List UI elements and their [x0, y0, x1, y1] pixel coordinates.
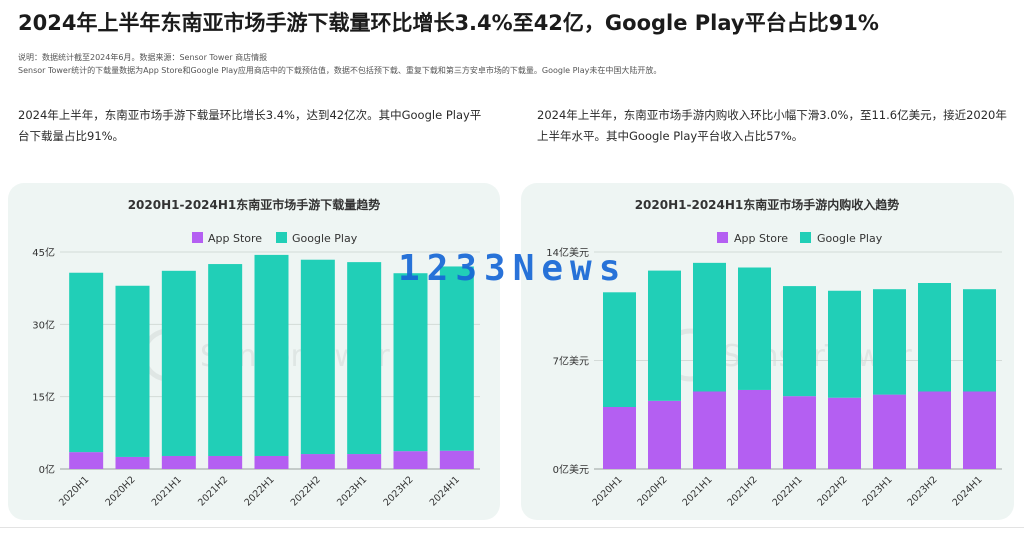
bar-app-store [963, 391, 996, 469]
legend-swatch-app-store [717, 232, 728, 243]
y-tick-label: 45亿 [32, 246, 55, 259]
legend-label-google-play: Google Play [292, 232, 358, 245]
x-tick-label: 2023H1 [335, 474, 369, 508]
downloads-chart-card: SensorTower 2020H1-2024H1东南亚市场手游下载量趋势 Ap… [8, 183, 500, 520]
revenue-chart-card: SensorTower 2020H1-2024H1东南亚市场手游内购收入趋势 A… [521, 183, 1014, 520]
bar-app-store [828, 397, 861, 469]
bar-app-store [393, 451, 428, 469]
revenue-summary-text: 2024年上半年，东南亚市场手游内购收入环比小幅下滑3.0%，至11.6亿美元，… [537, 108, 1007, 143]
bar-google-play [300, 259, 335, 455]
bar-app-store [115, 456, 150, 469]
bar-google-play [918, 283, 951, 392]
x-tick-label: 2020H2 [635, 474, 669, 508]
bar-google-play [783, 286, 816, 397]
x-tick-label: 2022H2 [815, 474, 849, 508]
bottom-divider [0, 527, 1024, 528]
y-tick-label: 14亿美元 [546, 246, 589, 259]
bar-google-play [254, 254, 289, 456]
x-tick-label: 2021H1 [150, 474, 184, 508]
revenue-chart: SensorTower 2020H1-2024H1东南亚市场手游内购收入趋势 A… [546, 197, 1002, 509]
x-tick-label: 2020H1 [57, 474, 91, 508]
x-tick-label: 2022H2 [289, 474, 323, 508]
legend-swatch-google-play [800, 232, 811, 243]
bar-google-play [161, 270, 196, 456]
x-tick-label: 2021H2 [725, 474, 759, 508]
bar-google-play [963, 289, 996, 392]
x-tick-label: 2021H1 [680, 474, 714, 508]
page-title: 2024年上半年东南亚市场手游下载量环比增长3.4%至42亿，Google Pl… [18, 11, 879, 35]
bar-google-play [439, 266, 474, 451]
x-tick-label: 2024H1 [428, 474, 462, 508]
x-tick-label: 2023H2 [381, 474, 415, 508]
bar-google-play [603, 292, 636, 407]
x-tick-label: 2020H1 [590, 474, 624, 508]
x-tick-label: 2021H2 [196, 474, 230, 508]
methodology-note: Sensor Tower统计的下载量数据为App Store和Google Pl… [18, 66, 662, 75]
x-tick-label: 2022H1 [242, 474, 276, 508]
chart-title: 2020H1-2024H1东南亚市场手游下载量趋势 [128, 197, 381, 212]
bar-app-store [347, 454, 382, 469]
bar-google-play [115, 285, 150, 457]
bar-app-store [738, 389, 771, 469]
downloads-chart: SensorTower 2020H1-2024H1东南亚市场手游下载量趋势 Ap… [32, 197, 480, 509]
y-tick-label: 15亿 [32, 391, 55, 404]
legend-swatch-app-store [192, 232, 203, 243]
bar-google-play [738, 267, 771, 390]
downloads-summary-text: 2024年上半年，东南亚市场手游下载量环比增长3.4%，达到42亿次。其中Goo… [18, 108, 482, 143]
bar-app-store [603, 407, 636, 469]
bar-app-store [439, 450, 474, 469]
bar-app-store [873, 394, 906, 469]
bar-google-play [208, 264, 243, 456]
legend-label-google-play: Google Play [817, 232, 883, 245]
bar-app-store [254, 455, 289, 469]
x-tick-label: 2023H2 [905, 474, 939, 508]
bar-google-play [873, 289, 906, 395]
x-tick-label: 2024H1 [950, 474, 984, 508]
x-tick-label: 2020H2 [103, 474, 137, 508]
chart-title: 2020H1-2024H1东南亚市场手游内购收入趋势 [635, 197, 900, 212]
x-tick-label: 2022H1 [770, 474, 804, 508]
bar-app-store [69, 452, 104, 469]
bar-app-store [161, 455, 196, 469]
news-watermark: 1233News [398, 248, 628, 289]
y-tick-label: 0亿 [39, 463, 55, 476]
bar-google-play [393, 273, 428, 452]
y-tick-label: 30亿 [32, 318, 55, 331]
bar-google-play [693, 262, 726, 392]
x-tick-label: 2023H1 [860, 474, 894, 508]
legend-swatch-google-play [276, 232, 287, 243]
bar-app-store [648, 400, 681, 469]
bar-app-store [693, 391, 726, 469]
legend: App Store Google Play [192, 232, 358, 245]
bar-app-store [918, 391, 951, 469]
bar-app-store [300, 454, 335, 469]
y-tick-label: 7亿美元 [553, 355, 589, 368]
legend: App Store Google Play [717, 232, 883, 245]
y-tick-label: 0亿美元 [553, 463, 589, 476]
bar-google-play [69, 272, 104, 453]
source-note: 说明：数据统计截至2024年6月。数据来源：Sensor Tower 商店情报 [18, 53, 268, 62]
legend-label-app-store: App Store [208, 232, 262, 245]
legend-label-app-store: App Store [734, 232, 788, 245]
bar-app-store [208, 455, 243, 469]
bar-google-play [828, 290, 861, 398]
bar-google-play [347, 262, 382, 455]
bar-app-store [783, 396, 816, 469]
bar-google-play [648, 270, 681, 401]
